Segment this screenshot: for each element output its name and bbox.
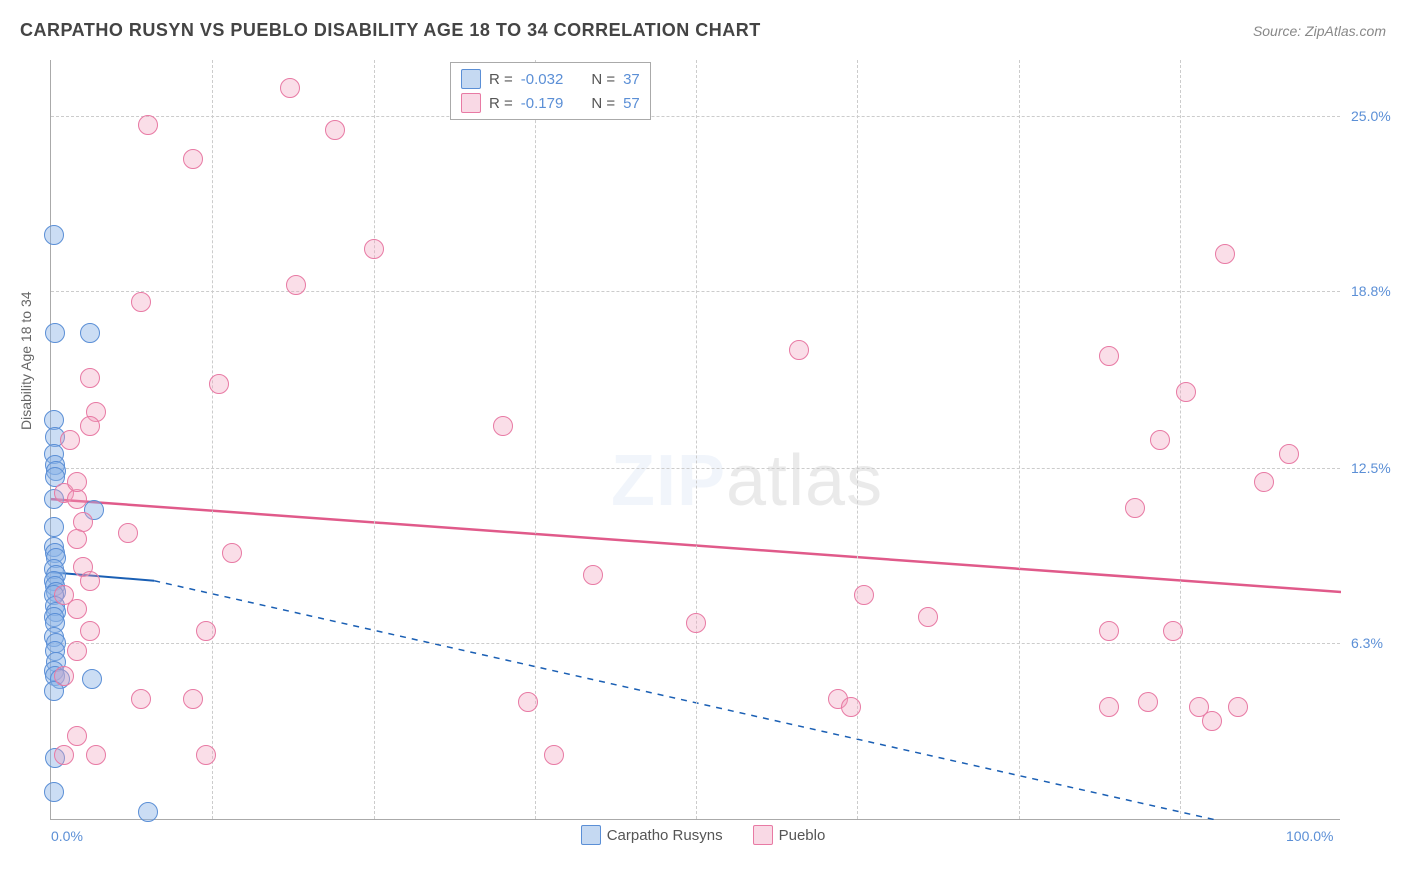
data-point: [1099, 346, 1119, 366]
data-point: [80, 621, 100, 641]
data-point: [1150, 430, 1170, 450]
data-point: [789, 340, 809, 360]
r-label: R =: [489, 71, 513, 88]
data-point: [60, 430, 80, 450]
r-label: R =: [489, 95, 513, 112]
data-point: [54, 745, 74, 765]
data-point: [364, 239, 384, 259]
data-point: [544, 745, 564, 765]
data-point: [841, 697, 861, 717]
r-value: -0.032: [521, 71, 564, 88]
legend-label: Carpatho Rusyns: [607, 827, 723, 844]
data-point: [1279, 444, 1299, 464]
gridline-v: [212, 60, 213, 819]
y-tick-label: 25.0%: [1351, 108, 1391, 124]
data-point: [1138, 692, 1158, 712]
data-point: [44, 517, 64, 537]
series-legend: Carpatho Rusyns Pueblo: [0, 825, 1406, 845]
data-point: [138, 115, 158, 135]
data-point: [131, 689, 151, 709]
stats-legend: R = -0.032 N = 37 R = -0.179 N = 57: [450, 62, 651, 120]
data-point: [918, 607, 938, 627]
legend-row: R = -0.179 N = 57: [461, 91, 640, 115]
data-point: [196, 745, 216, 765]
legend-swatch: [753, 825, 773, 845]
data-point: [1163, 621, 1183, 641]
data-point: [325, 120, 345, 140]
data-point: [1099, 697, 1119, 717]
y-axis-title: Disability Age 18 to 34: [18, 291, 34, 430]
n-value: 37: [623, 71, 640, 88]
gridline-v: [1180, 60, 1181, 819]
data-point: [1125, 498, 1145, 518]
data-point: [209, 374, 229, 394]
source-label: Source: ZipAtlas.com: [1253, 23, 1386, 39]
legend-swatch: [461, 93, 481, 113]
r-value: -0.179: [521, 95, 564, 112]
data-point: [493, 416, 513, 436]
gridline-v: [696, 60, 697, 819]
data-point: [183, 149, 203, 169]
data-point: [854, 585, 874, 605]
data-point: [131, 292, 151, 312]
data-point: [583, 565, 603, 585]
data-point: [45, 323, 65, 343]
legend-item: Carpatho Rusyns: [581, 825, 723, 845]
data-point: [67, 726, 87, 746]
data-point: [80, 416, 100, 436]
legend-swatch: [581, 825, 601, 845]
data-point: [67, 599, 87, 619]
y-tick-label: 12.5%: [1351, 460, 1391, 476]
data-point: [67, 529, 87, 549]
chart-header: CARPATHO RUSYN VS PUEBLO DISABILITY AGE …: [20, 20, 1386, 41]
data-point: [80, 571, 100, 591]
scatter-chart: ZIPatlas 6.3%12.5%18.8%25.0%0.0%100.0%: [50, 60, 1340, 820]
data-point: [44, 225, 64, 245]
data-point: [280, 78, 300, 98]
gridline-v: [374, 60, 375, 819]
data-point: [80, 323, 100, 343]
data-point: [118, 523, 138, 543]
watermark: ZIPatlas: [611, 440, 883, 522]
data-point: [67, 641, 87, 661]
chart-title: CARPATHO RUSYN VS PUEBLO DISABILITY AGE …: [20, 20, 761, 41]
n-value: 57: [623, 95, 640, 112]
data-point: [67, 472, 87, 492]
data-point: [183, 689, 203, 709]
data-point: [54, 666, 74, 686]
y-tick-label: 6.3%: [1351, 635, 1383, 651]
legend-label: Pueblo: [779, 827, 826, 844]
data-point: [80, 368, 100, 388]
data-point: [1099, 621, 1119, 641]
n-label: N =: [591, 71, 615, 88]
data-point: [82, 669, 102, 689]
data-point: [1228, 697, 1248, 717]
data-point: [196, 621, 216, 641]
data-point: [1254, 472, 1274, 492]
data-point: [686, 613, 706, 633]
data-point: [86, 745, 106, 765]
legend-swatch: [461, 69, 481, 89]
data-point: [518, 692, 538, 712]
data-point: [44, 782, 64, 802]
data-point: [138, 802, 158, 822]
n-label: N =: [591, 95, 615, 112]
data-point: [1176, 382, 1196, 402]
legend-row: R = -0.032 N = 37: [461, 67, 640, 91]
data-point: [1215, 244, 1235, 264]
data-point: [286, 275, 306, 295]
y-tick-label: 18.8%: [1351, 283, 1391, 299]
data-point: [222, 543, 242, 563]
gridline-v: [1019, 60, 1020, 819]
data-point: [1202, 711, 1222, 731]
legend-item: Pueblo: [753, 825, 826, 845]
